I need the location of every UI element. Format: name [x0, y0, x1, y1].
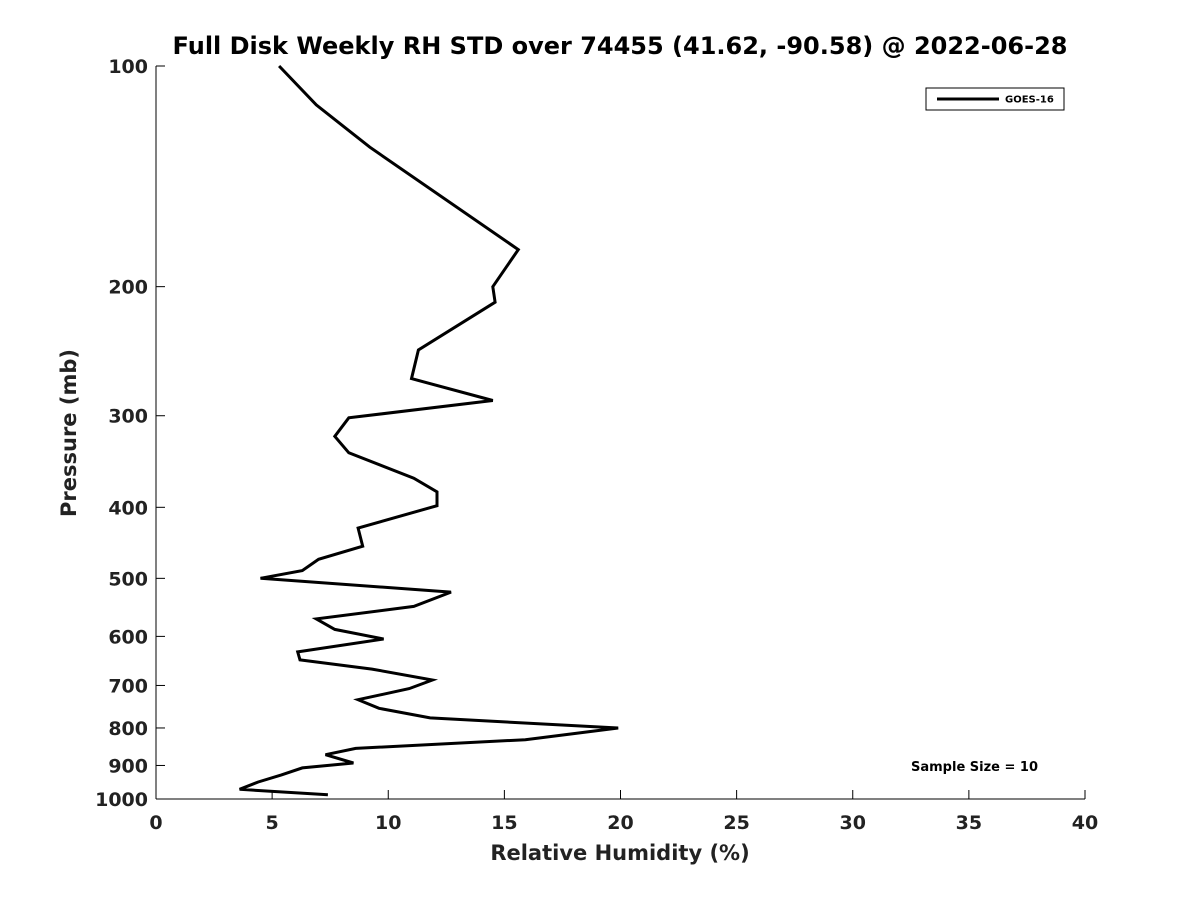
x-tick-label: 25 [723, 812, 749, 834]
series-group [239, 64, 619, 797]
x-axis-label: Relative Humidity (%) [490, 841, 749, 865]
x-axis-ticks: 0 5 10 15 20 25 30 35 40 [149, 790, 1098, 834]
chart-title: Full Disk Weekly RH STD over 74455 (41.6… [173, 32, 1068, 60]
axes [155, 66, 1085, 800]
x-tick-label: 40 [1072, 812, 1098, 834]
y-tick-label: 800 [108, 718, 148, 740]
y-axis-label: Pressure (mb) [57, 349, 81, 517]
y-tick-label: 200 [108, 277, 148, 299]
y-tick-label: 600 [108, 626, 148, 648]
legend: GOES-16 [925, 87, 1065, 111]
series-line-goes-16 [239, 64, 619, 797]
y-tick-label: 400 [108, 497, 148, 519]
y-tick-label: 1000 [95, 789, 148, 811]
y-tick-label: 500 [108, 568, 148, 590]
x-tick-label: 10 [375, 812, 401, 834]
y-tick-label: 100 [108, 56, 148, 78]
sample-size-annotation: Sample Size = 10 [911, 760, 1038, 775]
x-tick-label: 15 [491, 812, 517, 834]
y-tick-label: 300 [108, 406, 148, 428]
x-tick-label: 0 [149, 812, 162, 834]
x-tick-label: 35 [956, 812, 982, 834]
legend-entry-goes-16: GOES-16 [1005, 95, 1054, 106]
x-tick-label: 5 [266, 812, 279, 834]
y-axis-ticks: 100 200 300 400 500 600 700 800 900 1000 [95, 56, 165, 811]
y-tick-label: 900 [108, 755, 148, 777]
y-tick-label: 700 [108, 675, 148, 697]
x-tick-label: 30 [840, 812, 866, 834]
x-tick-label: 20 [607, 812, 633, 834]
